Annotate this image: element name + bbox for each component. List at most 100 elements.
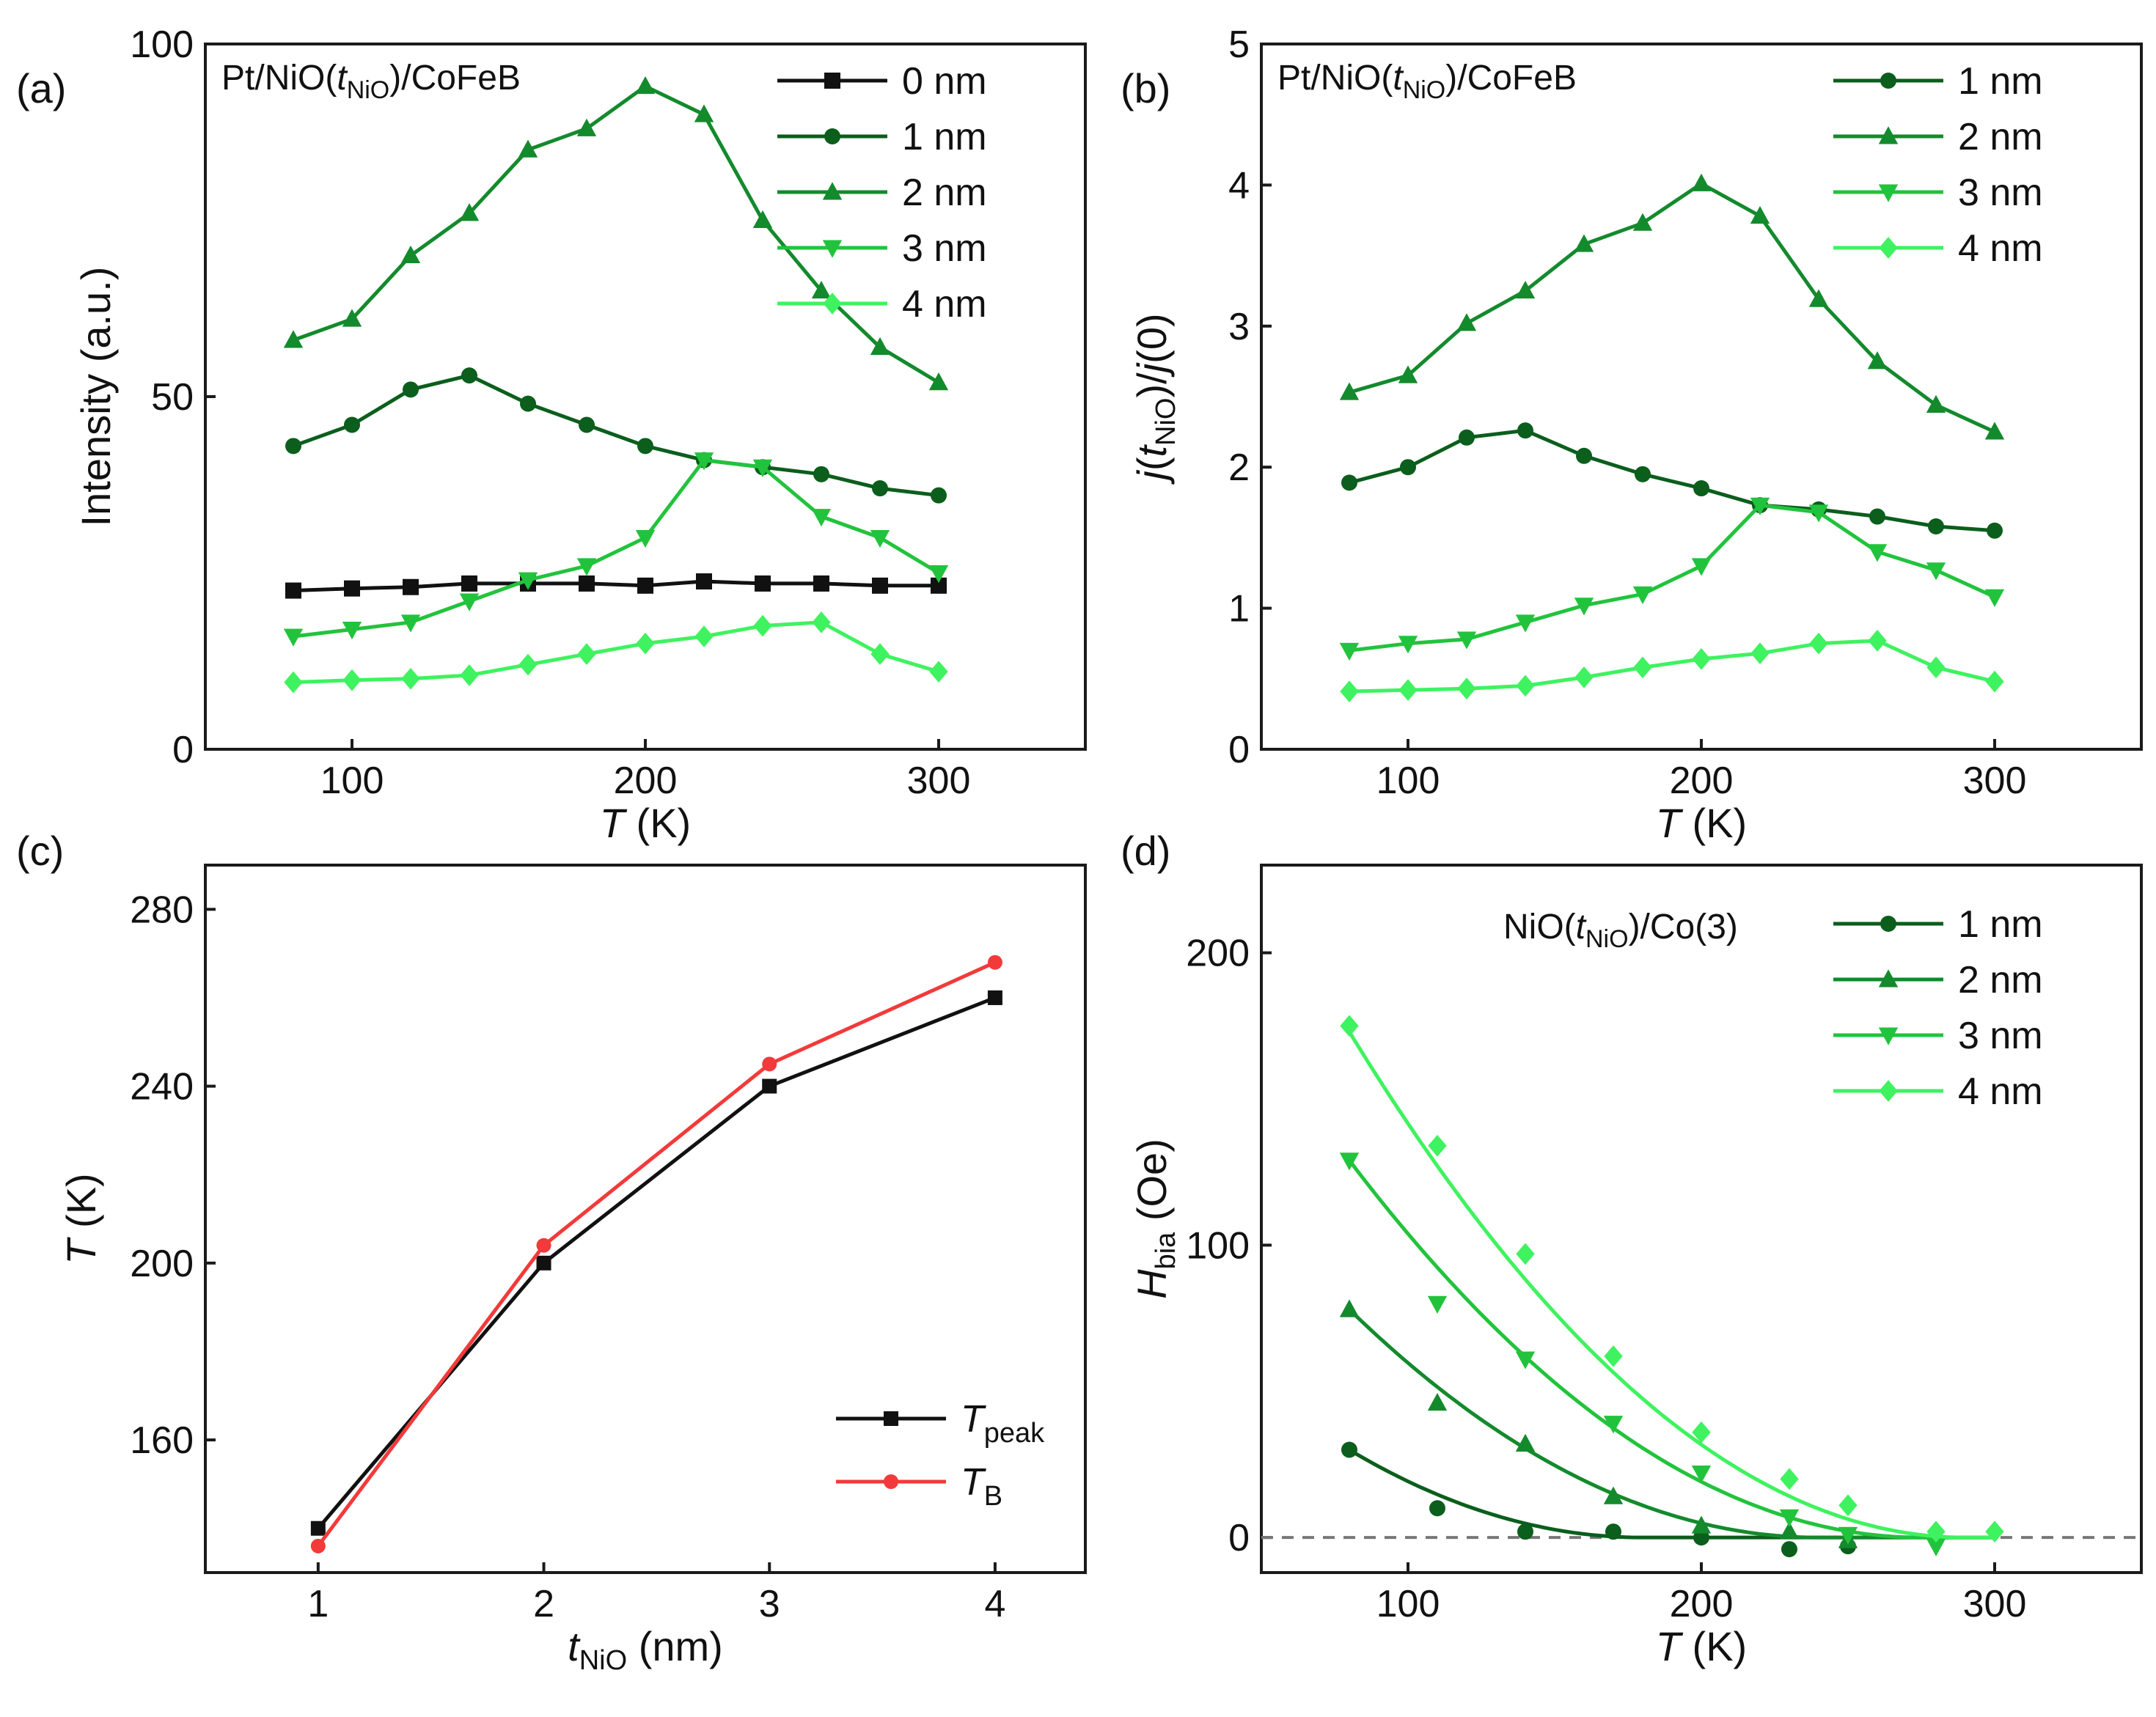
data-point xyxy=(1339,1299,1360,1317)
data-point xyxy=(694,625,714,647)
y-tick-label: 0 xyxy=(1228,1517,1250,1559)
data-point xyxy=(520,395,536,412)
legend-marker xyxy=(822,240,843,258)
x-axis-label: T (K) xyxy=(600,800,691,846)
y-tick-label: 240 xyxy=(130,1066,194,1108)
legend-label: 4 nm xyxy=(1958,1070,2043,1113)
data-point xyxy=(1456,313,1477,331)
data-point xyxy=(1339,1152,1360,1171)
data-point xyxy=(929,661,948,683)
series-4 xyxy=(284,611,948,694)
plot-frame xyxy=(204,864,1087,1574)
data-point xyxy=(1339,642,1360,661)
data-point xyxy=(987,990,1002,1005)
data-point xyxy=(344,416,360,433)
data-point xyxy=(400,245,421,264)
data-point xyxy=(870,529,890,548)
y-axis-label: Intensity (a.u.) xyxy=(73,267,119,527)
series-line xyxy=(316,960,996,1548)
legend-marker xyxy=(822,182,843,200)
data-point xyxy=(1427,1295,1448,1314)
x-tick-label: 100 xyxy=(1376,1583,1440,1625)
data-point xyxy=(518,653,538,676)
series-3 xyxy=(1340,630,2004,702)
data-point xyxy=(342,669,362,691)
series-2 xyxy=(1339,497,2005,661)
data-point xyxy=(1515,1351,1536,1369)
data-point xyxy=(403,578,419,595)
series-2 xyxy=(1339,1152,1995,1556)
data-point xyxy=(1517,1523,1533,1540)
data-point xyxy=(1340,680,1359,702)
y-tick-label: 280 xyxy=(130,889,194,931)
fit-curve xyxy=(1348,1159,1995,1540)
y-axis-label: j(tNiO)/j(0) xyxy=(1129,313,1181,485)
legend-label: 1 nm xyxy=(1958,60,2043,103)
data-point xyxy=(753,614,772,637)
data-point xyxy=(1868,630,1887,652)
panel-label: (b) xyxy=(1121,65,1170,111)
legend-marker xyxy=(1878,126,1899,144)
data-point xyxy=(1574,598,1594,616)
y-tick-label: 0 xyxy=(1228,729,1250,771)
data-point xyxy=(1985,1521,2004,1543)
legend-marker xyxy=(1879,1080,1898,1102)
data-point xyxy=(1603,1486,1624,1504)
data-point xyxy=(637,577,653,594)
data-point xyxy=(1604,1345,1623,1367)
y-axis-label: T (K) xyxy=(58,1173,104,1264)
data-point xyxy=(813,466,829,482)
series-0 xyxy=(1341,422,2003,539)
y-tick-label: 4 xyxy=(1228,164,1250,207)
legend-marker xyxy=(884,1474,898,1489)
data-point xyxy=(694,104,714,122)
data-point xyxy=(579,575,595,592)
data-point xyxy=(811,280,832,299)
x-axis-label: T (K) xyxy=(1656,1623,1747,1669)
data-point xyxy=(762,1056,777,1072)
series-line xyxy=(293,373,939,498)
series-1 xyxy=(285,367,947,504)
series-1 xyxy=(1339,173,2005,440)
x-tick-label: 2 xyxy=(533,1583,554,1625)
data-point xyxy=(1691,1515,1712,1534)
data-point xyxy=(1926,1538,1946,1556)
data-point xyxy=(762,1078,777,1094)
data-point xyxy=(1987,522,2003,539)
data-point xyxy=(1693,480,1709,497)
data-point xyxy=(928,372,949,391)
series-0 xyxy=(1341,1441,1995,1558)
data-point xyxy=(811,509,832,527)
data-point xyxy=(1779,1521,1800,1540)
y-tick-label: 1 xyxy=(1228,588,1250,630)
data-point xyxy=(1400,459,1416,476)
data-point xyxy=(1457,677,1476,700)
fit-curve xyxy=(1347,1030,1995,1540)
x-tick-label: 1 xyxy=(307,1583,329,1625)
data-point xyxy=(1692,648,1711,670)
data-point xyxy=(1869,508,1885,525)
data-point xyxy=(401,667,420,690)
data-point xyxy=(1781,1541,1797,1558)
series-3 xyxy=(1340,1015,2004,1543)
x-tick-label: 300 xyxy=(1963,760,2027,802)
plot-title: Pt/NiO(tNiO)/CoFeB xyxy=(1277,59,1577,104)
data-point xyxy=(1341,474,1357,491)
data-point xyxy=(1867,351,1888,369)
y-axis-label: Hbia (Oe) xyxy=(1129,1139,1181,1299)
legend: 1 nm 2 nm 3 nm 4 nm xyxy=(1833,903,2043,1113)
data-point xyxy=(400,614,421,633)
x-tick-label: 4 xyxy=(984,1583,1005,1625)
data-point xyxy=(696,573,712,590)
data-point xyxy=(518,139,538,158)
data-point xyxy=(284,671,303,694)
data-point xyxy=(518,572,538,590)
data-point xyxy=(813,575,829,592)
series-2 xyxy=(283,76,949,391)
data-point xyxy=(694,452,714,471)
data-point xyxy=(1574,666,1594,688)
data-point xyxy=(1779,1509,1800,1527)
data-point xyxy=(1809,632,1828,655)
legend-label: 3 nm xyxy=(1958,172,2043,214)
